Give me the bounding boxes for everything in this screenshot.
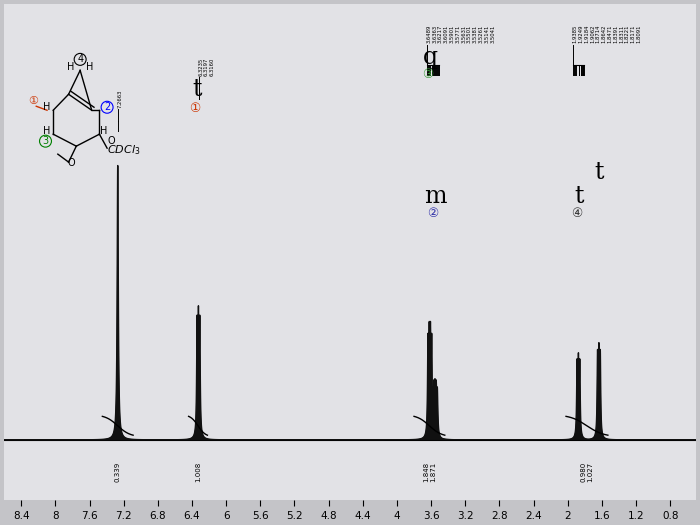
Text: 1.848
1.871: 1.848 1.871 xyxy=(423,462,436,482)
Text: ②: ② xyxy=(428,207,439,220)
Text: H: H xyxy=(43,102,50,112)
Text: 1.9385
1.9249
1.9184
1.9062
1.8714
1.8642
1.8471
1.8391
1.8311
1.8221
1.8171
1.8: 1.9385 1.9249 1.9184 1.9062 1.8714 1.864… xyxy=(573,25,641,43)
Text: t: t xyxy=(575,185,584,208)
Text: t: t xyxy=(193,78,202,101)
Text: ④: ④ xyxy=(570,207,582,220)
Text: 3: 3 xyxy=(43,136,48,146)
Text: 6.3235
6.3197
6.3160: 6.3235 6.3197 6.3160 xyxy=(198,57,215,76)
Text: O: O xyxy=(68,158,76,168)
Text: t: t xyxy=(594,161,603,184)
Text: H: H xyxy=(67,62,75,72)
Text: 0.339: 0.339 xyxy=(115,462,120,482)
Text: ①: ① xyxy=(190,102,201,115)
Text: 2: 2 xyxy=(104,102,110,112)
Text: q: q xyxy=(423,46,438,69)
Text: H: H xyxy=(100,126,108,136)
Text: $CDCl_3$: $CDCl_3$ xyxy=(107,143,141,158)
Text: 3.6489
3.6363
3.6217
3.6091
3.5901
3.5771
3.5631
3.5501
3.5381
3.5261
3.5141
3.5: 3.6489 3.6363 3.6217 3.6091 3.5901 3.577… xyxy=(426,25,496,43)
Text: 1.008: 1.008 xyxy=(195,462,201,482)
Text: m: m xyxy=(425,185,447,208)
Text: ①: ① xyxy=(28,96,38,106)
Text: O: O xyxy=(108,136,116,146)
Text: 0.980
1.027: 0.980 1.027 xyxy=(580,462,594,482)
Text: H: H xyxy=(85,62,93,72)
Text: 7.2663: 7.2663 xyxy=(118,89,122,108)
Text: 4: 4 xyxy=(77,55,83,65)
Text: H: H xyxy=(43,126,50,136)
Text: ③: ③ xyxy=(422,68,433,81)
